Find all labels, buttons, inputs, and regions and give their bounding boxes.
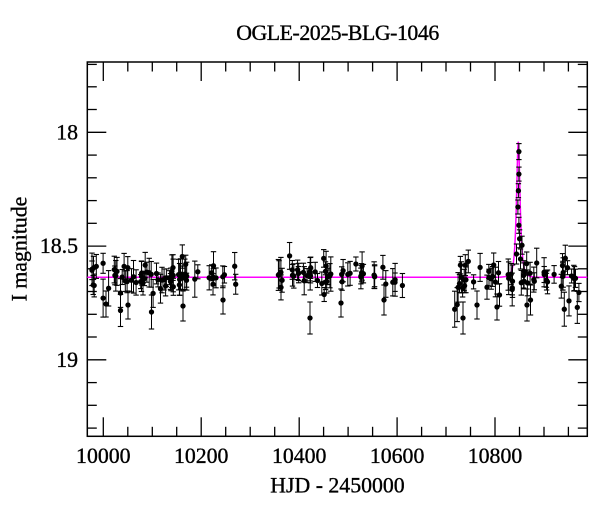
svg-text:OGLE-2025-BLG-1046: OGLE-2025-BLG-1046 <box>236 21 439 45</box>
svg-text:10800: 10800 <box>468 444 523 468</box>
svg-text:10200: 10200 <box>174 444 229 468</box>
svg-text:10000: 10000 <box>76 444 131 468</box>
svg-text:18.5: 18.5 <box>40 234 78 258</box>
svg-text:10600: 10600 <box>370 444 425 468</box>
svg-text:10400: 10400 <box>272 444 327 468</box>
svg-text:18: 18 <box>56 121 78 145</box>
svg-text:19: 19 <box>56 348 78 372</box>
svg-text:HJD - 2450000: HJD - 2450000 <box>270 473 405 497</box>
svg-text:I magnitude: I magnitude <box>8 197 32 302</box>
